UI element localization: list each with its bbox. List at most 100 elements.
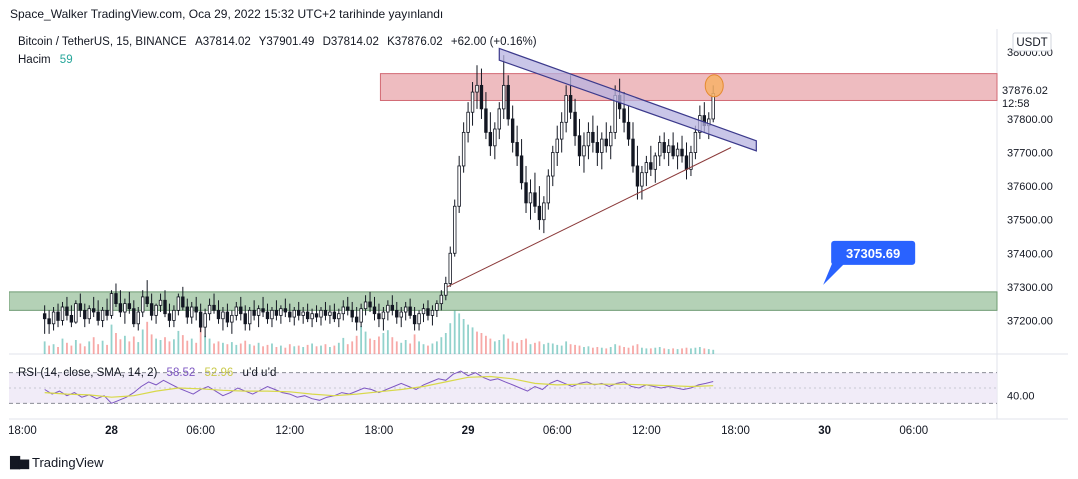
currency-button[interactable]: USDT [1012,32,1052,52]
volume-bar [159,340,162,354]
volume-bar [395,341,398,354]
volume-bar [663,348,666,354]
candle-body [279,308,283,316]
volume-bar [97,344,100,354]
volume-bar [342,337,345,354]
candle-body [537,205,542,221]
candle-body [363,301,368,310]
time-tick-label: 30 [818,425,831,437]
volume-bar [48,345,51,354]
volume-bar [266,344,269,354]
candle-body [484,108,488,133]
volume-bar [574,344,576,354]
candle-body [631,138,635,167]
candle-body [502,84,506,110]
time-tick-label: 12:00 [275,425,304,437]
chart-frame[interactable]: 38000.0037900.0037800.0037700.0037600.00… [8,29,1068,445]
volume-bar [346,344,349,354]
candle-body [252,309,256,316]
volume-bar [476,331,478,354]
price-callout[interactable]: 37305.69 [823,240,916,285]
volume-bar [128,341,131,354]
candle-body [461,131,466,167]
price-tick-label: 37300.00 [1007,282,1053,294]
volume-bar [538,341,541,354]
volume-bar [320,345,322,354]
candle-body [78,303,83,311]
candle-body [354,316,359,323]
candle-body [141,296,145,313]
candle-body [91,308,96,313]
volume-bar [627,347,630,354]
candle-body [42,313,47,320]
candle-body [626,121,631,140]
candle-body [542,202,546,221]
candle-body [497,108,501,130]
candle-body [136,311,140,325]
time-tick-label: 06:00 [543,425,572,437]
candle-body [604,138,608,147]
candle-body [444,283,448,296]
volume-bar [542,344,545,354]
volume-bar [609,347,612,354]
volume-bar [70,345,73,354]
rsi-legend-sma: 52.96 [205,367,234,379]
volume-bar [74,340,77,354]
chart-canvas[interactable]: 38000.0037900.0037800.0037700.0037600.00… [8,29,1068,445]
candle-body [390,304,395,311]
volume-bar [195,342,198,354]
support-zone [8,291,998,311]
volume-bar [378,336,380,354]
candle-body [519,155,524,184]
candle-body [239,306,243,315]
candle-body [372,306,377,315]
candle-body [123,303,127,313]
volume-bar [155,338,157,354]
rsi-pane [9,370,997,404]
candle-body [270,309,274,320]
candle-body [176,296,181,311]
candle-body [439,294,444,305]
volume-bar [137,342,140,354]
volume-bar [676,349,679,354]
candle-body [493,128,497,147]
time-tick-label: 28 [105,425,118,437]
volume-bar [79,343,82,354]
branding[interactable]: ▇▅ TradingView [10,454,104,470]
volume-bar [66,342,68,354]
volume-bar [190,338,193,354]
countdown-label: 12:58 [1002,98,1030,110]
candle-body [230,314,234,323]
breakout-highlight-marker [704,74,724,98]
volume-bar [498,340,501,354]
volume-bar [271,343,273,354]
volume-bar [667,349,670,354]
volume-bar [600,347,603,354]
candle-body [207,304,212,315]
candle-body [466,111,470,133]
candle-body [577,135,582,157]
candle-body [395,309,399,318]
rsi-line [44,370,714,404]
candle-body [488,131,493,147]
volume-bar [279,345,282,354]
ascending-trendline [447,147,732,288]
volume-bar [293,346,296,354]
volume-bar [235,344,238,354]
candle-body [609,131,613,147]
candle-body [247,309,252,325]
rsi-legend-value: 58.52 [167,367,196,379]
candle-body [221,311,225,320]
price-tick-label: 37800.00 [1007,114,1053,126]
candle-body [386,304,390,313]
volume-bar [453,310,456,354]
volume-bar [449,323,452,354]
candles [42,55,715,338]
candle-body [453,205,457,254]
candle-body [346,306,350,311]
publish-caption: Space_Walker TradingView.com, Oca 29, 20… [10,7,444,21]
candle-body [510,118,515,143]
volume-bar [409,343,412,354]
volume-bar [244,340,247,354]
volume-bar [440,337,443,354]
